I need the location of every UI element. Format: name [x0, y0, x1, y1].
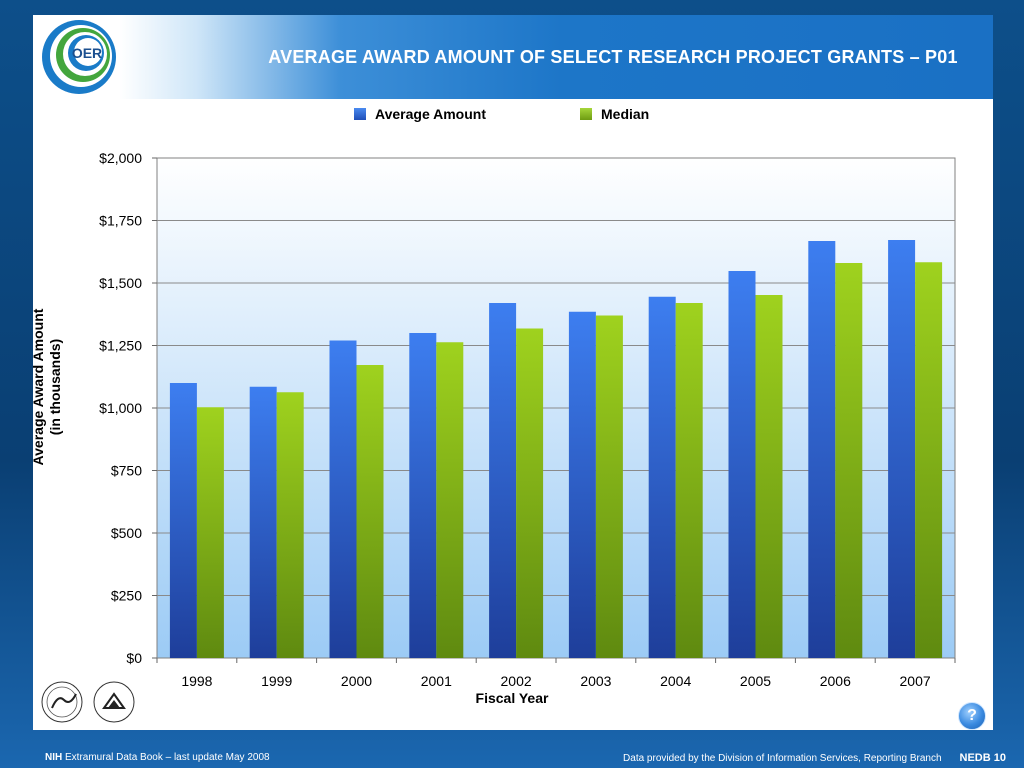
- x-tick-label: 2006: [820, 673, 851, 689]
- bar-median: [356, 365, 384, 658]
- x-tick-label: 2002: [501, 673, 532, 689]
- y-axis-label-line1: Average Award Amount: [30, 308, 46, 466]
- y-tick-label: $750: [111, 463, 142, 479]
- logo-text: OER: [72, 45, 102, 61]
- y-tick-label: $1,000: [99, 400, 142, 416]
- footer-page-code: NEDB 10: [959, 752, 1006, 764]
- x-tick-labels: 1998 1999 2000 2001 2002 2003 2004 2005 2006 2007: [156, 658, 956, 689]
- bar-average: [489, 303, 517, 658]
- bar-median: [835, 263, 863, 658]
- footer-nih: NIH: [45, 752, 63, 763]
- bar-average: [409, 333, 437, 658]
- x-tick-label: 2005: [740, 673, 771, 689]
- x-tick-label: 2001: [421, 673, 452, 689]
- y-tick-label: $1,500: [99, 275, 142, 291]
- hhs-nih-logos: [41, 681, 135, 723]
- x-tick-label: 1998: [181, 673, 212, 689]
- y-tick-label: $250: [111, 588, 142, 604]
- bar-average: [728, 271, 756, 658]
- x-tick-label: 2000: [341, 673, 372, 689]
- help-button[interactable]: ?: [958, 702, 986, 730]
- bar-median: [915, 262, 943, 658]
- y-axis-label-line2: (in thousands): [47, 338, 63, 436]
- y-tick-label: $1,750: [99, 213, 142, 229]
- legend-item-average: Average Amount: [354, 106, 486, 122]
- bar-average: [808, 241, 836, 658]
- y-tick-label: $500: [111, 525, 142, 541]
- legend-swatch-average: [354, 108, 366, 120]
- chart-legend: Average Amount Median: [0, 106, 960, 126]
- bar-median: [276, 392, 304, 658]
- header-banner: OER AVERAGE AWARD AMOUNT OF SELECT RESEA…: [33, 15, 993, 99]
- y-axis-label: Average Award Amount (in thousands): [30, 267, 64, 507]
- footer-left: NIH Extramural Data Book – last update M…: [45, 752, 270, 763]
- bar-median: [675, 303, 703, 658]
- bar-average: [249, 386, 277, 658]
- bar-average: [648, 296, 676, 658]
- bar-median: [196, 407, 224, 658]
- bar-median: [436, 342, 464, 658]
- y-tick-label: $2,000: [99, 150, 142, 166]
- footer-source: Extramural Data Book – last update May 2…: [62, 752, 270, 763]
- oer-logo: OER: [42, 20, 116, 94]
- x-tick-label: 2004: [660, 673, 691, 689]
- footer-credit: Data provided by the Division of Informa…: [623, 753, 942, 764]
- bars: [169, 240, 943, 658]
- bar-average: [169, 383, 197, 658]
- bar-median: [595, 315, 623, 658]
- bar-median: [516, 328, 544, 658]
- bar-average: [329, 340, 357, 658]
- legend-label-median: Median: [601, 106, 650, 122]
- legend-item-median: Median: [580, 106, 649, 122]
- x-tick-label: 2007: [900, 673, 931, 689]
- x-axis-label: Fiscal Year: [475, 690, 549, 706]
- x-tick-label: 2003: [580, 673, 611, 689]
- legend-label-average: Average Amount: [375, 106, 486, 122]
- bar-median: [755, 295, 783, 658]
- x-tick-label: 1999: [261, 673, 292, 689]
- y-tick-label: $1,250: [99, 338, 142, 354]
- y-tick-labels: $0 $250 $500 $750 $1,000 $1,250 $1,500 $1,750 $2…: [99, 150, 142, 666]
- legend-swatch-median: [580, 108, 592, 120]
- y-tick-label: $0: [126, 650, 142, 666]
- bar-average: [888, 240, 916, 658]
- page-title: AVERAGE AWARD AMOUNT OF SELECT RESEARCH …: [268, 47, 958, 67]
- footer-right: Data provided by the Division of Informa…: [623, 752, 1006, 764]
- bar-average: [568, 311, 596, 658]
